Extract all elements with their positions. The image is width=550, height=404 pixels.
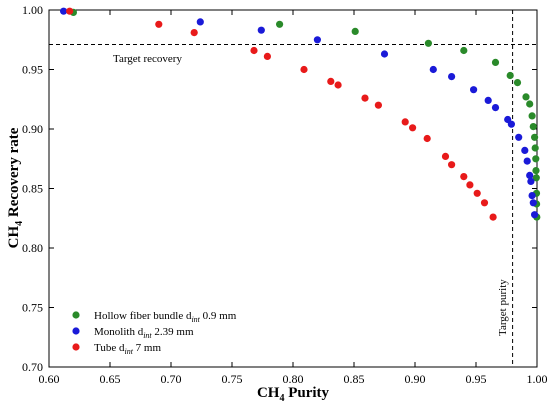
- point-monolith: [528, 192, 536, 200]
- y-tick-label: 0.75: [22, 301, 43, 315]
- point-monolith: [491, 104, 500, 112]
- axis-ticks: 0.60 0.65 0.70 0.75 0.80 0.85 0.90 0.95 1.00 0.70…: [22, 3, 548, 386]
- legend-marker-monolith: [72, 327, 80, 335]
- point-monolith: [196, 18, 204, 26]
- x-tick-label: 0.85: [344, 372, 365, 386]
- x-tick-label: 0.80: [283, 372, 304, 386]
- x-tick-label: 0.70: [161, 372, 182, 386]
- point-tube: [460, 173, 468, 181]
- point-tube: [155, 20, 163, 28]
- point-tube: [334, 81, 342, 89]
- x-tick-label: 0.90: [405, 372, 426, 386]
- point-monolith: [484, 96, 492, 104]
- point-tube: [300, 65, 308, 74]
- point-tube: [327, 77, 335, 85]
- legend-marker-tube: [72, 343, 80, 351]
- legend: Hollow fiber bundle dint 0.9 mm Monolith…: [72, 310, 237, 356]
- point-tube: [423, 134, 431, 143]
- point-hollow-fiber: [351, 27, 359, 35]
- point-tube: [473, 189, 481, 197]
- point-tube: [250, 46, 258, 55]
- x-axis-title: CH4 Purity: [257, 385, 330, 404]
- point-tube: [361, 94, 369, 102]
- x-tick-label: 0.95: [466, 372, 487, 386]
- point-tube: [441, 152, 450, 160]
- point-tube: [66, 7, 74, 15]
- legend-label-monolith: Monolith dint 2.39 mm: [94, 326, 194, 340]
- y-tick-label: 0.80: [22, 241, 43, 255]
- point-hollow-fiber: [531, 133, 539, 141]
- point-monolith: [448, 73, 456, 81]
- target-recovery-label: Target recovery: [113, 53, 182, 65]
- target-purity-label: Target purity: [497, 279, 509, 336]
- x-tick-label: 1.00: [527, 372, 548, 386]
- point-monolith: [60, 7, 68, 15]
- point-hollow-fiber: [491, 58, 500, 66]
- point-monolith: [521, 146, 529, 154]
- point-tube: [190, 28, 198, 37]
- y-tick-label: 0.70: [22, 360, 43, 374]
- point-monolith: [527, 177, 535, 185]
- point-monolith: [526, 171, 534, 179]
- y-axis-title-subscript: 4: [14, 221, 25, 226]
- data-points: [60, 7, 541, 221]
- point-hollow-fiber: [506, 71, 514, 80]
- point-monolith: [429, 65, 437, 74]
- point-hollow-fiber: [460, 46, 468, 55]
- point-monolith: [507, 120, 515, 128]
- legend-label-hollow-fiber: Hollow fiber bundle dint 0.9 mm: [94, 310, 237, 324]
- point-monolith: [523, 157, 531, 165]
- y-axis-title: CH4 Recovery rate: [6, 127, 25, 248]
- point-tube: [401, 118, 409, 126]
- legend-label-tube: Tube dint 7 mm: [94, 342, 161, 356]
- reference-lines: [49, 10, 537, 367]
- point-monolith: [470, 86, 478, 94]
- y-tick-label: 0.95: [22, 63, 43, 77]
- point-tube: [374, 101, 382, 109]
- y-tick-label: 1.00: [22, 3, 43, 17]
- point-hollow-fiber: [531, 144, 539, 152]
- point-monolith: [515, 133, 523, 141]
- point-tube: [466, 181, 474, 189]
- y-tick-label: 0.85: [22, 182, 43, 196]
- x-axis-title-subscript: 4: [279, 393, 284, 404]
- point-hollow-fiber: [513, 79, 522, 87]
- legend-marker-hollow-fiber: [72, 311, 80, 319]
- x-tick-label: 0.65: [100, 372, 121, 386]
- point-monolith: [380, 50, 389, 58]
- point-hollow-fiber: [532, 174, 540, 182]
- x-tick-label: 0.75: [222, 372, 243, 386]
- point-hollow-fiber: [424, 39, 432, 47]
- y-tick-label: 0.90: [22, 122, 43, 136]
- x-tick-label: 0.60: [39, 372, 60, 386]
- point-tube: [263, 52, 271, 61]
- point-tube: [480, 199, 489, 207]
- point-hollow-fiber: [532, 167, 540, 175]
- point-monolith: [257, 26, 265, 34]
- point-tube: [448, 161, 456, 169]
- point-hollow-fiber: [522, 93, 530, 101]
- point-hollow-fiber: [526, 100, 534, 108]
- point-tube: [489, 213, 497, 221]
- point-monolith: [529, 199, 537, 207]
- point-hollow-fiber: [528, 112, 536, 120]
- point-tube: [409, 124, 417, 132]
- point-hollow-fiber: [529, 123, 537, 131]
- point-monolith: [313, 36, 321, 44]
- point-hollow-fiber: [532, 155, 540, 163]
- point-monolith: [531, 211, 539, 219]
- point-hollow-fiber: [276, 20, 284, 28]
